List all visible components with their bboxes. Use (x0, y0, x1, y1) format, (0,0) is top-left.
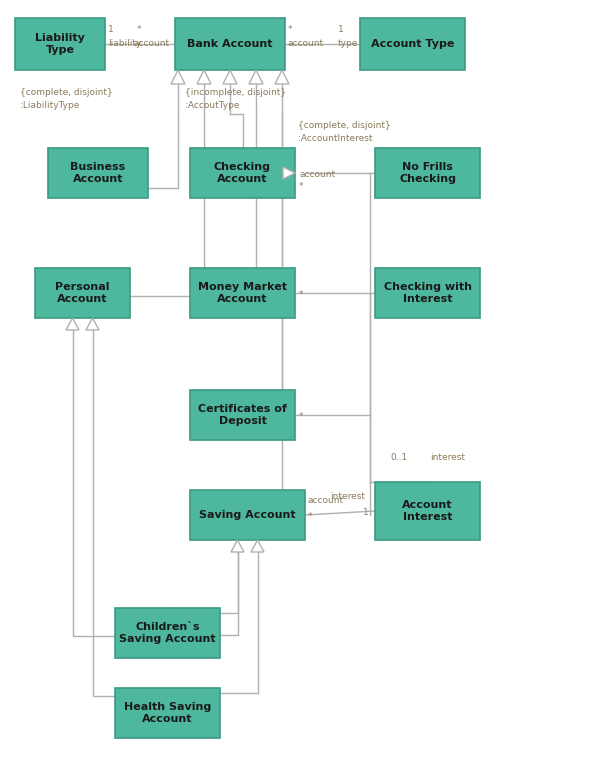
FancyBboxPatch shape (190, 148, 295, 198)
Text: *: * (308, 512, 313, 521)
Polygon shape (223, 70, 237, 84)
Polygon shape (171, 70, 185, 84)
Text: interest: interest (330, 492, 365, 501)
Text: Bank Account: Bank Account (187, 39, 273, 49)
FancyBboxPatch shape (115, 688, 220, 738)
Text: account: account (288, 39, 324, 48)
Polygon shape (231, 540, 244, 552)
Text: :AccoutType: :AccoutType (185, 101, 240, 110)
Text: Account Type: Account Type (371, 39, 454, 49)
FancyBboxPatch shape (190, 390, 295, 440)
Text: Liability
Type: Liability Type (35, 33, 85, 55)
FancyBboxPatch shape (48, 148, 148, 198)
Text: :AccountInterest: :AccountInterest (298, 134, 372, 143)
FancyBboxPatch shape (175, 18, 285, 70)
Text: Certificates of
Deposit: Certificates of Deposit (198, 404, 287, 426)
Polygon shape (249, 70, 263, 84)
Text: {complete, disjoint}: {complete, disjoint} (20, 88, 113, 97)
FancyBboxPatch shape (360, 18, 465, 70)
Text: 0..1: 0..1 (390, 453, 407, 462)
Text: Health Saving
Account: Health Saving Account (124, 702, 211, 724)
FancyBboxPatch shape (375, 482, 480, 540)
FancyBboxPatch shape (375, 148, 480, 198)
Text: account: account (308, 496, 344, 505)
Text: liability: liability (108, 39, 142, 48)
Polygon shape (66, 318, 79, 330)
FancyBboxPatch shape (375, 268, 480, 318)
Text: *: * (299, 412, 303, 421)
FancyBboxPatch shape (15, 18, 105, 70)
Polygon shape (197, 70, 211, 84)
FancyBboxPatch shape (35, 268, 130, 318)
Polygon shape (275, 70, 289, 84)
Text: type: type (338, 39, 358, 48)
Text: Checking with
Interest: Checking with Interest (384, 282, 471, 304)
Text: account: account (133, 39, 169, 48)
Text: {complete, disjoint}: {complete, disjoint} (298, 121, 391, 130)
Text: *: * (299, 182, 303, 191)
Text: Checking
Account: Checking Account (214, 162, 271, 184)
Text: *: * (137, 25, 142, 34)
Text: Account
Interest: Account Interest (402, 500, 453, 522)
Text: interest: interest (430, 453, 465, 462)
Text: Money Market
Account: Money Market Account (198, 282, 287, 304)
Text: Personal
Account: Personal Account (55, 282, 110, 304)
Text: 1: 1 (108, 25, 114, 34)
FancyBboxPatch shape (115, 608, 220, 658)
Text: Business
Account: Business Account (70, 162, 126, 184)
Text: No Frills
Checking: No Frills Checking (399, 162, 456, 184)
Text: Saving Account: Saving Account (199, 510, 296, 520)
FancyBboxPatch shape (190, 268, 295, 318)
Text: Children`s
Saving Account: Children`s Saving Account (119, 622, 216, 644)
Text: 1: 1 (338, 25, 344, 34)
Text: *: * (288, 25, 293, 34)
Text: :LiabilityType: :LiabilityType (20, 101, 80, 110)
Polygon shape (283, 167, 295, 179)
Text: account: account (299, 170, 335, 179)
Text: *: * (299, 290, 303, 299)
Text: 1: 1 (363, 508, 369, 517)
FancyBboxPatch shape (190, 490, 305, 540)
Polygon shape (251, 540, 264, 552)
Polygon shape (86, 318, 99, 330)
Text: {incomplete, disjoint}: {incomplete, disjoint} (185, 88, 286, 97)
